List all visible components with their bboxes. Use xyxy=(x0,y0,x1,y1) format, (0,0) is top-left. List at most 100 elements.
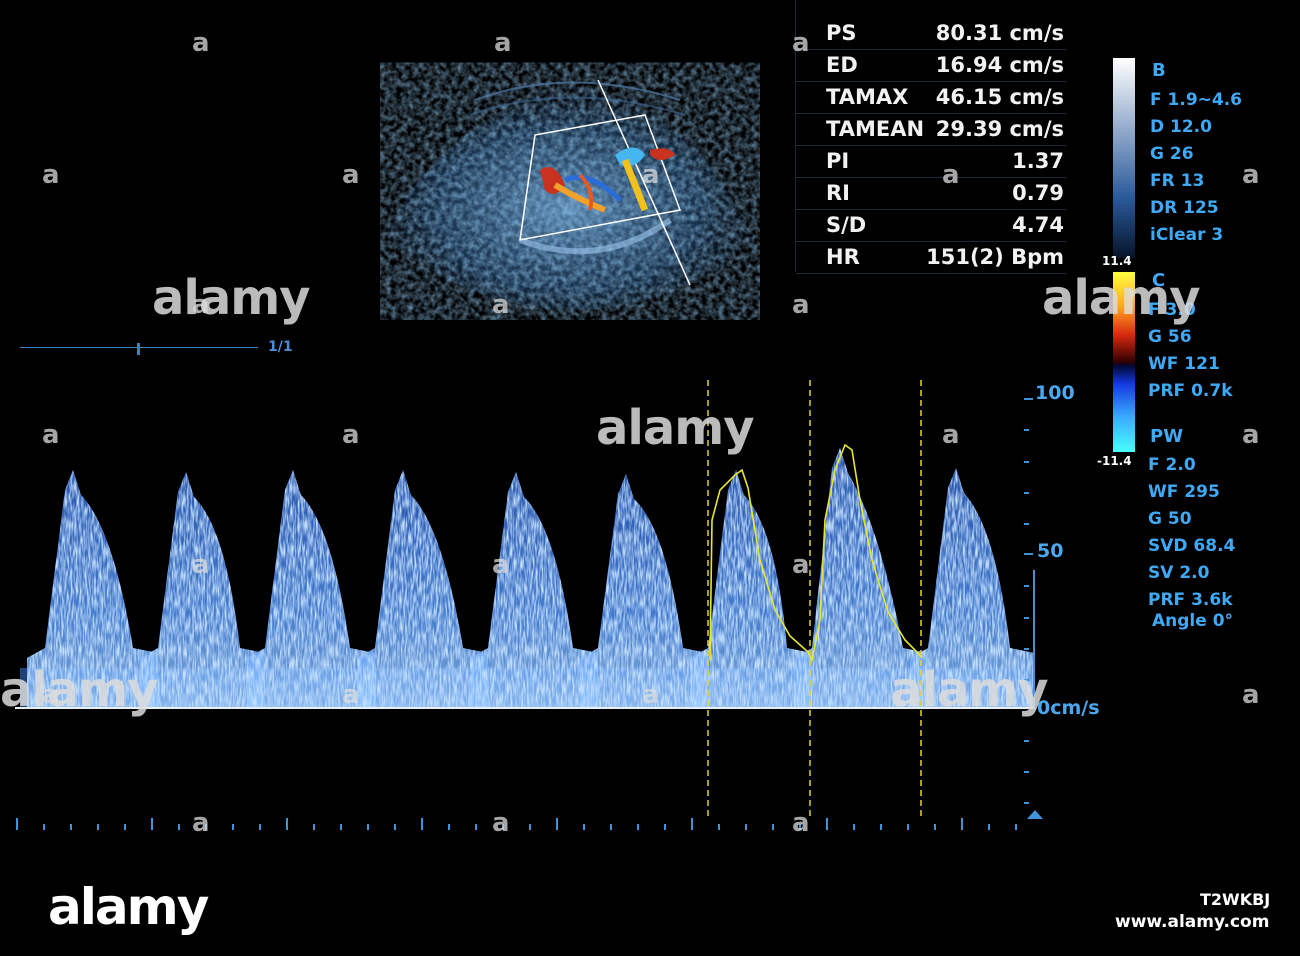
watermark-mark: a xyxy=(792,808,810,838)
time-tick xyxy=(799,824,801,830)
cardiac-cycle-speckle xyxy=(247,470,375,708)
measurement-label: HR xyxy=(826,245,860,269)
cardiac-cycle-speckle xyxy=(690,470,812,708)
watermark-mark: a xyxy=(342,680,360,710)
pw-mode-title: PW xyxy=(1150,426,1184,447)
b-mode-param: G 26 xyxy=(1150,144,1194,164)
measurement-value: 1.37 xyxy=(1012,149,1064,173)
color-mode-param: F 3.0 xyxy=(1148,300,1196,320)
spectrum-speckle xyxy=(27,448,1035,708)
footer-logo: alamy xyxy=(48,878,209,936)
grayscale-bar xyxy=(1113,58,1135,258)
pw-mode-param: WF 295 xyxy=(1148,482,1220,502)
scale-tick xyxy=(1024,802,1029,804)
measurement-row: RI 0.79 xyxy=(796,177,1066,210)
measurement-label: ED xyxy=(826,53,858,77)
measurement-row: PS 80.31 cm/s xyxy=(796,17,1066,50)
b-mode-title: B xyxy=(1152,60,1166,81)
watermark-mark: a xyxy=(942,160,960,190)
measurement-row: S/D 4.74 xyxy=(796,209,1066,242)
watermark-mark: a xyxy=(1242,160,1260,190)
b-mode-param: FR 13 xyxy=(1150,171,1205,191)
scale-tick xyxy=(1024,771,1029,773)
time-tick xyxy=(529,824,531,830)
measurement-value: 4.74 xyxy=(1012,213,1064,237)
time-tick xyxy=(880,824,882,830)
watermark-mark: a xyxy=(942,420,960,450)
pw-mode-param: G 50 xyxy=(1148,509,1192,529)
measurement-value: 80.31 cm/s xyxy=(935,21,1064,45)
measurement-value: 151(2) Bpm xyxy=(926,245,1064,269)
measurement-value: 46.15 cm/s xyxy=(935,85,1064,109)
time-tick xyxy=(691,818,693,830)
measurement-label: TAMAX xyxy=(826,85,909,109)
pw-mode-param: PRF 3.6k xyxy=(1148,590,1233,610)
time-tick xyxy=(43,824,45,830)
time-tick xyxy=(556,818,558,830)
time-tick xyxy=(610,824,612,830)
watermark-logo: alamy xyxy=(152,270,311,326)
pw-mode-param: F 2.0 xyxy=(1148,455,1196,475)
watermark-mark: a xyxy=(342,160,360,190)
time-tick xyxy=(286,818,288,830)
pw-mode-param: Angle 0° xyxy=(1152,611,1234,631)
b-mode-param: DR 125 xyxy=(1150,198,1219,218)
scale-tick xyxy=(1024,648,1029,650)
b-mode-param: iClear 3 xyxy=(1150,225,1224,245)
scale-tick xyxy=(1024,492,1029,494)
scale-tick xyxy=(1024,429,1029,431)
cardiac-cycle-speckle xyxy=(580,474,708,708)
time-tick xyxy=(502,824,504,830)
time-tick xyxy=(718,824,720,830)
time-tick xyxy=(124,824,126,830)
watermark-mark: a xyxy=(1242,420,1260,450)
time-tick xyxy=(151,818,153,830)
watermark-mark: a xyxy=(192,808,210,838)
time-tick xyxy=(178,824,180,830)
time-tick xyxy=(961,818,963,830)
time-tick xyxy=(1015,824,1017,830)
measurement-table: PS 80.31 cm/s ED 16.94 cm/s TAMAX 46.15 cm/… xyxy=(795,0,1066,274)
watermark-mark: a xyxy=(492,550,510,580)
velocity-label-mid: 50 xyxy=(1037,540,1064,562)
doppler-spectrum xyxy=(15,380,1035,820)
pw-mode-param: SVD 68.4 xyxy=(1148,536,1236,556)
b-mode-param: D 12.0 xyxy=(1150,117,1212,137)
watermark-mark: a xyxy=(492,808,510,838)
time-tick xyxy=(637,824,639,830)
measurement-label: PS xyxy=(826,21,857,45)
velocity-scale-axis xyxy=(1033,570,1035,708)
time-tick xyxy=(448,824,450,830)
b-mode-param: F 1.9~4.6 xyxy=(1150,90,1243,110)
time-tick xyxy=(745,824,747,830)
watermark-mark: a xyxy=(492,290,510,320)
measurement-row: TAMAX 46.15 cm/s xyxy=(796,81,1066,114)
velocity-label-baseline: 0cm/s xyxy=(1037,697,1100,719)
watermark-mark: a xyxy=(192,28,210,58)
color-scale-min: -11.4 xyxy=(1097,454,1132,468)
color-scale-max: 11.4 xyxy=(1102,254,1132,268)
watermark-mark: a xyxy=(42,160,60,190)
baseline-shift-arrow-icon[interactable] xyxy=(1027,810,1043,819)
watermark-mark: a xyxy=(192,550,210,580)
watermark-logo: alamy xyxy=(596,400,755,456)
time-tick xyxy=(934,824,936,830)
scale-tick xyxy=(1024,617,1029,619)
time-tick xyxy=(97,824,99,830)
cardiac-cycle-speckle xyxy=(140,472,265,708)
velocity-label-top: 100 xyxy=(1035,382,1075,404)
scale-tick xyxy=(1024,679,1029,681)
measurement-label: RI xyxy=(826,181,850,205)
color-mode-param: G 56 xyxy=(1148,327,1192,347)
scale-tick xyxy=(1024,398,1033,400)
time-tick xyxy=(988,824,990,830)
watermark-mark: a xyxy=(792,28,810,58)
measurement-row: PI 1.37 xyxy=(796,145,1066,178)
time-tick xyxy=(583,824,585,830)
page-indicator: 1/1 xyxy=(268,339,293,355)
measurement-row: HR 151(2) Bpm xyxy=(796,241,1066,274)
time-tick xyxy=(16,818,18,830)
footer-image-id: T2WKBJ xyxy=(1200,890,1271,909)
watermark-mark: a xyxy=(642,160,660,190)
time-tick xyxy=(367,824,369,830)
